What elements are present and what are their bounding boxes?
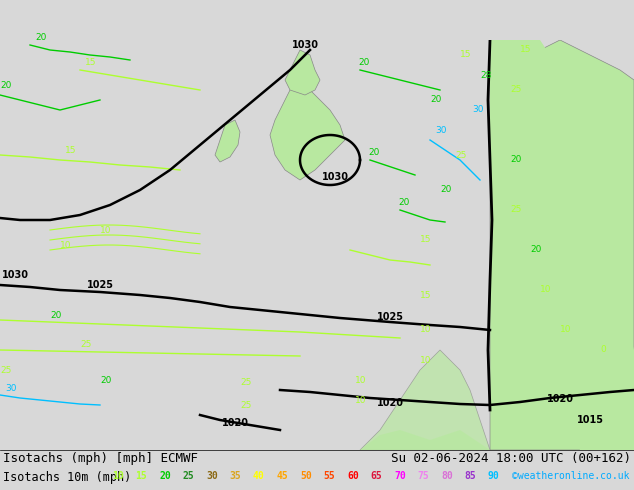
Text: 45: 45 [276, 471, 288, 481]
Text: 10: 10 [355, 375, 366, 385]
Text: 1020: 1020 [221, 418, 249, 428]
Text: 20: 20 [35, 33, 46, 42]
Text: 30: 30 [435, 126, 446, 135]
Text: Isotachs 10m (mph): Isotachs 10m (mph) [3, 471, 131, 484]
Text: Su 02-06-2024 18:00 UTC (00+162): Su 02-06-2024 18:00 UTC (00+162) [391, 452, 631, 465]
Polygon shape [490, 40, 634, 450]
Text: 25: 25 [510, 205, 521, 215]
Text: 20: 20 [430, 96, 441, 104]
Text: 10: 10 [355, 395, 366, 405]
Text: 20: 20 [100, 375, 112, 385]
Polygon shape [270, 75, 345, 180]
Text: 65: 65 [370, 471, 382, 481]
Text: 10: 10 [112, 471, 124, 481]
Text: 1030: 1030 [321, 172, 349, 182]
Text: 20: 20 [0, 81, 11, 90]
Text: 28: 28 [480, 71, 491, 79]
Text: 20: 20 [159, 471, 171, 481]
Text: 20: 20 [368, 148, 379, 157]
Text: 1025: 1025 [86, 280, 113, 290]
Polygon shape [285, 50, 320, 95]
Text: 30: 30 [472, 105, 484, 115]
Polygon shape [360, 350, 490, 450]
Polygon shape [215, 120, 240, 162]
Text: 25: 25 [183, 471, 194, 481]
Text: 25: 25 [240, 400, 251, 410]
Text: 85: 85 [465, 471, 476, 481]
Text: 1025: 1025 [377, 312, 403, 322]
Text: 20: 20 [50, 311, 61, 320]
Text: 1030: 1030 [2, 270, 29, 280]
Text: 0: 0 [600, 345, 605, 354]
Text: 60: 60 [347, 471, 359, 481]
Text: 10: 10 [420, 356, 432, 365]
Text: 20: 20 [440, 186, 451, 195]
Text: ©weatheronline.co.uk: ©weatheronline.co.uk [512, 471, 630, 481]
Text: 10: 10 [560, 325, 571, 335]
Text: 40: 40 [253, 471, 265, 481]
Text: 80: 80 [441, 471, 453, 481]
Text: 1015: 1015 [576, 415, 604, 425]
Text: 20: 20 [510, 155, 521, 165]
Text: 75: 75 [418, 471, 429, 481]
Text: 35: 35 [230, 471, 242, 481]
Text: 15: 15 [460, 50, 472, 59]
Text: 25: 25 [240, 377, 251, 387]
Text: 10: 10 [420, 325, 432, 335]
Text: 15: 15 [65, 146, 77, 155]
Text: 10: 10 [60, 241, 72, 250]
Text: 55: 55 [323, 471, 335, 481]
Text: 50: 50 [300, 471, 312, 481]
Text: 10: 10 [540, 286, 552, 294]
Polygon shape [490, 40, 634, 450]
Text: 30: 30 [5, 384, 16, 393]
Text: 20: 20 [398, 198, 410, 207]
Text: 1020: 1020 [547, 394, 574, 404]
Text: 15: 15 [520, 46, 531, 54]
Text: 20: 20 [530, 245, 541, 254]
Text: 25: 25 [510, 85, 521, 95]
Text: 15: 15 [420, 291, 432, 299]
Text: 1020: 1020 [377, 398, 403, 408]
Text: 25: 25 [455, 150, 467, 160]
Text: 30: 30 [206, 471, 217, 481]
Text: 15: 15 [420, 236, 432, 245]
Text: 15: 15 [85, 58, 96, 67]
Text: Isotachs (mph) [mph] ECMWF: Isotachs (mph) [mph] ECMWF [3, 452, 198, 465]
Polygon shape [360, 430, 490, 450]
Text: 90: 90 [488, 471, 500, 481]
Text: 25: 25 [0, 366, 11, 374]
Text: 1030: 1030 [292, 40, 318, 50]
Text: 70: 70 [394, 471, 406, 481]
Text: 25: 25 [80, 340, 91, 349]
Text: 10: 10 [100, 226, 112, 235]
Text: 15: 15 [136, 471, 147, 481]
Text: 20: 20 [358, 58, 370, 67]
